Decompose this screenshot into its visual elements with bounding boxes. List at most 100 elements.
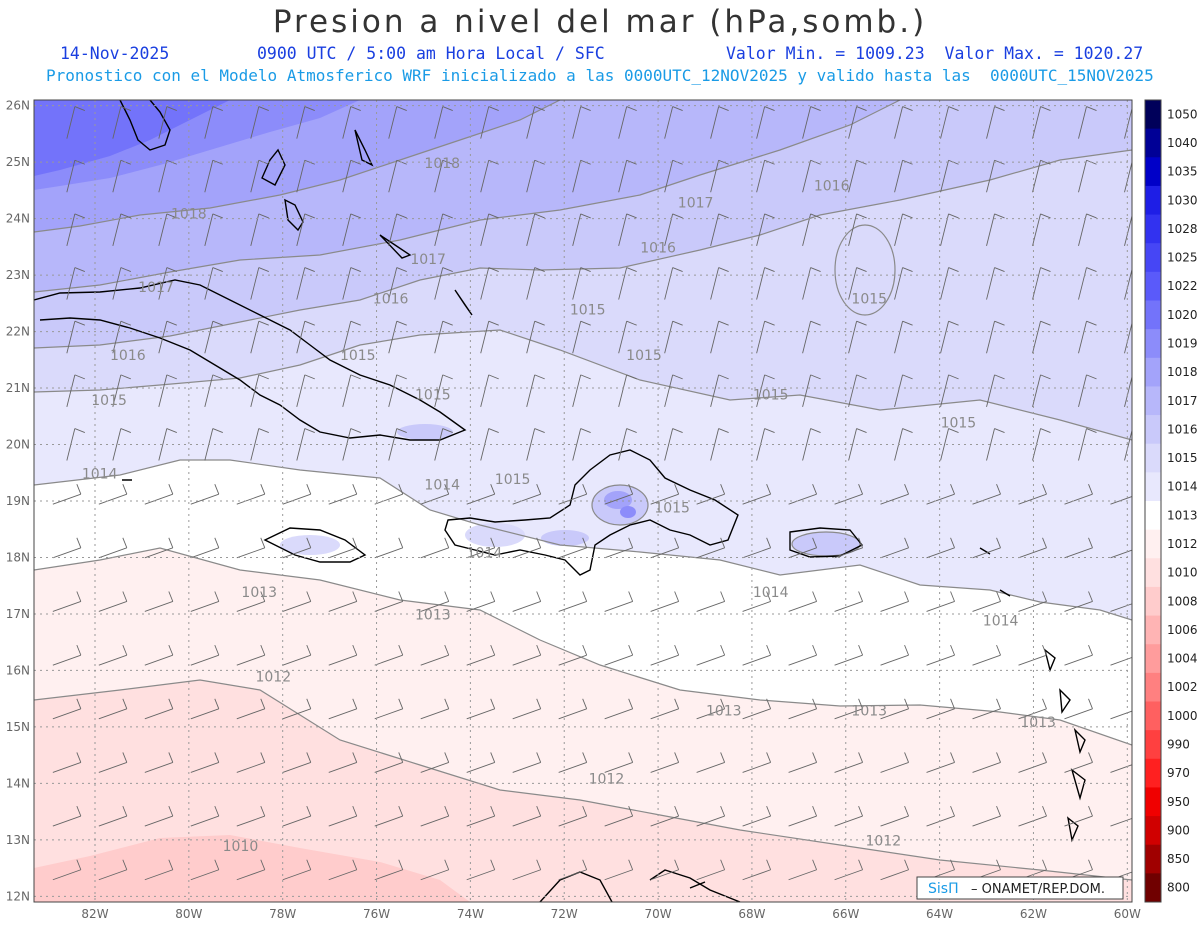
contour-label: 1015 [340,348,376,364]
wind-barb [204,106,223,139]
lon-tick-label: 68W [738,907,765,921]
wind-barb [696,644,726,666]
wind-barb [1110,603,1132,612]
wind-barb [558,698,588,720]
wind-barb [466,644,496,666]
wind-barb [98,805,128,827]
wind-barbs [52,106,1132,881]
wind-barb [926,698,955,720]
lat-tick-label: 13N [6,833,30,847]
wind-barb [204,159,223,193]
wind-barb [526,320,545,354]
lat-tick-label: 24N [6,212,30,226]
wind-barb [112,428,131,461]
wind-barb [986,374,1005,407]
wind-barb [1064,591,1093,612]
wind-barb [972,484,1001,505]
wind-barb [434,213,453,247]
wind-barb [190,591,220,612]
forecast-subtitle: Pronostico con el Modelo Atmosferico WRF… [46,66,1154,85]
wind-barb [144,484,174,505]
wind-barb [466,859,496,881]
lon-tick-label: 78W [269,907,296,921]
wind-barb [880,805,909,827]
wind-barb [1078,320,1097,354]
wind-barb [296,374,315,407]
wind-barb [388,428,407,461]
wind-barb [250,374,269,407]
wind-barb [526,428,545,461]
wind-barb [480,213,499,247]
wind-barb [388,267,407,300]
wind-barb [664,428,683,461]
lat-tick-label: 18N [6,550,30,564]
colorbar-swatch [1145,501,1161,531]
wind-barb [788,698,818,720]
wind-barb [848,428,867,461]
colorbar-swatch [1145,185,1161,216]
wind-barb [526,213,545,247]
wind-barb [480,374,499,407]
wind-barb [710,159,729,193]
colorbar-label: 800 [1167,881,1190,895]
wind-barb [236,537,266,559]
wind-barb [388,106,407,139]
wind-barb [572,213,591,247]
colorbar-swatch [1145,844,1161,874]
wind-barb [98,752,128,773]
contour-label: 1017 [678,195,714,211]
wind-barb [834,859,864,881]
wind-barb [742,591,772,612]
wind-barb [98,859,128,881]
wind-barb [158,320,177,354]
wind-barb [788,591,818,612]
colorbar-swatch [1145,558,1161,588]
wind-barb [848,267,867,300]
wind-barb [420,698,450,720]
colorbar-swatch [1145,128,1161,158]
lat-tick-label: 19N [6,494,30,508]
wind-barb [880,752,909,773]
wind-barb [926,537,955,559]
wind-barb [558,859,588,881]
colorbar-label: 1008 [1167,594,1198,608]
wind-barb [880,859,909,881]
wind-barb [328,644,358,666]
wind-barb [144,859,174,881]
wind-barb [434,267,453,300]
wind-barb [480,106,499,139]
lon-tick-label: 60W [1114,907,1141,921]
wind-barb [894,267,913,300]
wind-barb [1064,644,1093,666]
lat-tick-label: 15N [6,720,30,734]
colorbar-swatch [1145,472,1161,502]
lat-tick-label: 22N [6,325,30,339]
wind-barb [940,213,959,247]
wind-barb [1018,752,1047,773]
wind-barb [158,213,177,247]
wind-barb [1064,752,1093,773]
wind-barb [282,752,312,773]
wind-barb [834,752,864,773]
colorbar-label: 1006 [1167,623,1198,637]
wind-barb [1110,710,1132,720]
wind-barb [1018,484,1047,505]
lat-tick-label: 20N [6,438,30,452]
contour-label: 1012 [255,670,291,686]
colorbar-label: 1004 [1167,652,1198,666]
wind-barb [158,106,177,139]
wind-barb [98,537,128,559]
wind-barb [972,537,1001,559]
colorbar-swatch [1145,644,1161,674]
wind-barb [756,320,775,354]
wind-barb [972,644,1001,666]
wind-barb [66,374,86,407]
valid-date: 14-Nov-2025 [60,44,170,63]
wind-barb [512,698,542,720]
wind-barb [1078,267,1097,300]
colorbar-label: 1002 [1167,680,1198,694]
wind-barb [342,320,361,354]
wind-barb [834,537,864,559]
contour-label: 1015 [753,387,789,403]
contour-label: 1014 [424,478,460,494]
